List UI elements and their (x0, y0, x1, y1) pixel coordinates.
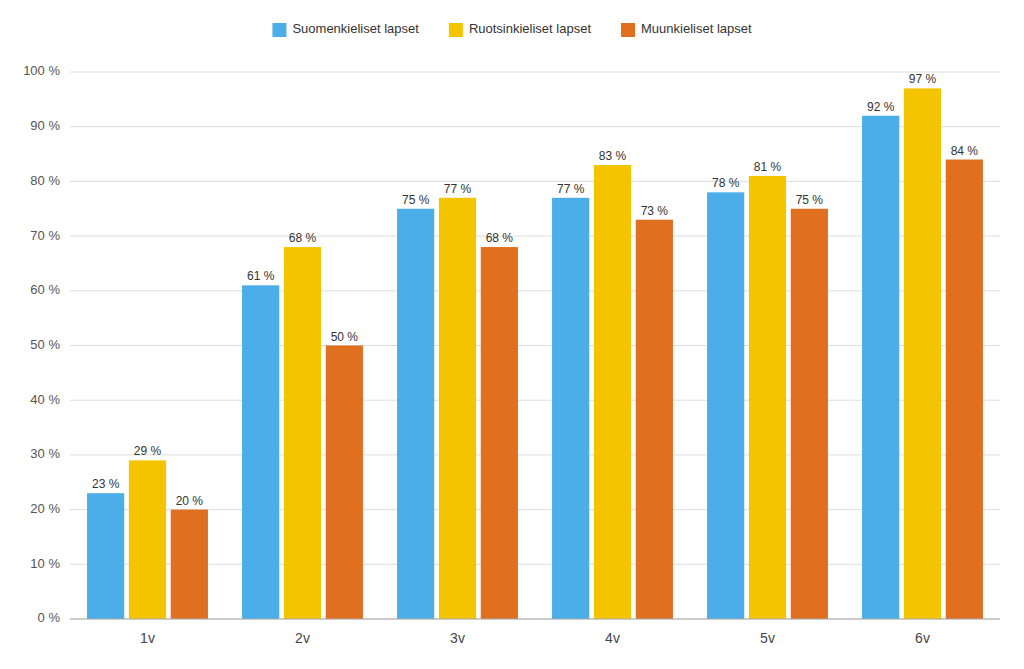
grid-line (70, 290, 1000, 291)
x-tick-label: 5v (760, 630, 775, 646)
legend-label: Muunkieliset lapset (641, 21, 752, 36)
bar (481, 247, 518, 619)
legend-label: Ruotsinkieliset lapset (469, 21, 592, 36)
y-tick-label: 100 % (23, 63, 60, 78)
data-label: 73 % (641, 204, 669, 218)
legend-item: Suomenkieliset lapset (272, 21, 419, 37)
grid-line (70, 509, 1000, 510)
data-label: 97 % (909, 72, 937, 86)
y-tick-label: 50 % (30, 337, 60, 352)
y-tick-label: 40 % (30, 392, 60, 407)
grid-line (70, 126, 1000, 127)
x-axis: 1v 2v 3v 4v 5v 6v (70, 619, 1000, 646)
x-tick-label: 3v (450, 630, 465, 646)
legend-item: Ruotsinkieliset lapset (449, 21, 592, 37)
legend-swatch (272, 23, 286, 37)
data-labels: 23 % 61 % 75 % 77 % 78 % 92 % 29 % 68 % 77 % 83 %… (92, 72, 978, 507)
grid-line (70, 564, 1000, 565)
bars (87, 88, 983, 619)
series-bars (171, 160, 983, 619)
background (0, 0, 1024, 669)
bar (904, 88, 941, 619)
data-label: 20 % (176, 494, 204, 508)
bar (439, 198, 476, 619)
x-axis-line (70, 619, 1000, 620)
y-tick-label: 70 % (30, 228, 60, 243)
x-tick-label: 6v (915, 630, 930, 646)
bar (87, 493, 124, 619)
data-label: 75 % (402, 193, 430, 207)
chart-container: 0 % 10 % 20 % 30 % 40 % 50 % 60 % 70 % 80 % 90 % 1… (0, 0, 1024, 669)
data-label: 84 % (951, 144, 979, 158)
grid-line (70, 181, 1000, 182)
series-bars (87, 116, 899, 619)
y-tick-label: 90 % (30, 118, 60, 133)
bar (242, 285, 279, 619)
data-label: 83 % (599, 149, 627, 163)
grid-line (70, 236, 1000, 237)
bar (749, 176, 786, 619)
data-label: 77 % (444, 182, 472, 196)
bar (326, 346, 363, 620)
data-label: 61 % (247, 269, 275, 283)
grid-line (70, 345, 1000, 346)
legend-label: Suomenkieliset lapset (292, 21, 419, 36)
data-label: 68 % (289, 231, 317, 245)
data-label: 78 % (712, 176, 740, 190)
bar (862, 116, 899, 619)
bar (171, 510, 208, 619)
y-tick-label: 60 % (30, 282, 60, 297)
series-bars (129, 88, 941, 619)
bar (129, 460, 166, 619)
grid-line (70, 400, 1000, 401)
bar (397, 209, 434, 619)
bar (552, 198, 589, 619)
y-tick-label: 10 % (30, 556, 60, 571)
legend-item: Muunkieliset lapset (621, 21, 752, 37)
data-label: 81 % (754, 160, 782, 174)
data-label: 29 % (134, 444, 162, 458)
bar (946, 160, 983, 619)
y-tick-label: 80 % (30, 173, 60, 188)
grid-line (70, 454, 1000, 455)
bar (594, 165, 631, 619)
data-label: 68 % (486, 231, 514, 245)
bar (707, 192, 744, 619)
y-tick-label: 30 % (30, 446, 60, 461)
chart-svg: 0 % 10 % 20 % 30 % 40 % 50 % 60 % 70 % 80 % 90 % 1… (0, 0, 1024, 669)
bar (791, 209, 828, 619)
grid-line (70, 619, 1000, 620)
bar (636, 220, 673, 619)
data-label: 23 % (92, 477, 120, 491)
bar (284, 247, 321, 619)
y-tick-label: 0 % (38, 610, 61, 625)
x-tick-label: 4v (605, 630, 620, 646)
legend: Suomenkieliset lapset Ruotsinkieliset lap… (272, 21, 752, 37)
legend-swatch (449, 23, 463, 37)
data-label: 92 % (867, 100, 895, 114)
x-tick-label: 1v (140, 630, 155, 646)
grid-line (70, 72, 1000, 73)
legend-swatch (621, 23, 635, 37)
data-label: 77 % (557, 182, 585, 196)
data-label: 75 % (796, 193, 824, 207)
y-axis: 0 % 10 % 20 % 30 % 40 % 50 % 60 % 70 % 80 % 90 % 1… (23, 63, 1000, 625)
data-label: 50 % (331, 330, 359, 344)
y-tick-label: 20 % (30, 501, 60, 516)
x-tick-label: 2v (295, 630, 310, 646)
